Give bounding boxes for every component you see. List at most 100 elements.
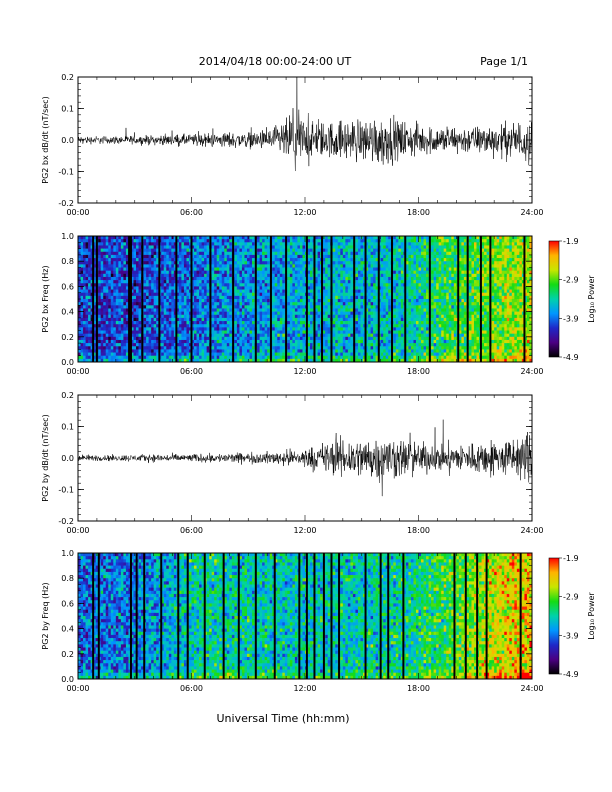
spectrogram-cell bbox=[317, 352, 321, 357]
spectrogram-cell bbox=[340, 308, 344, 312]
spectrogram-cell bbox=[350, 330, 354, 334]
spectrogram-cell bbox=[105, 258, 109, 262]
spectrogram-cell bbox=[161, 292, 165, 297]
spectrogram-cell bbox=[236, 305, 240, 309]
spectrogram-cell bbox=[365, 273, 369, 278]
spectrogram-cell bbox=[249, 251, 253, 256]
spectrogram-cell bbox=[194, 308, 197, 312]
spectrogram-cell bbox=[156, 242, 160, 246]
spectrogram-cell bbox=[151, 289, 155, 294]
spectrogram-cell bbox=[163, 248, 167, 253]
spectrogram-cell bbox=[93, 314, 96, 319]
spectrogram-cell bbox=[365, 305, 369, 309]
spectrogram-cell bbox=[171, 270, 175, 275]
spectrogram-cell bbox=[267, 245, 271, 249]
spectrogram-cell bbox=[136, 292, 139, 297]
spectrogram-cell bbox=[156, 299, 160, 303]
spectrogram-cell bbox=[80, 302, 84, 306]
spectrogram-cell bbox=[297, 283, 301, 287]
spectrogram-cell bbox=[201, 324, 205, 328]
spectrogram-cell bbox=[204, 314, 207, 319]
spectrogram-cell bbox=[380, 324, 384, 328]
spectrogram-cell bbox=[186, 308, 190, 312]
spectrogram-cell bbox=[363, 305, 366, 309]
spectrogram-cell bbox=[201, 308, 205, 312]
spectrogram-cell bbox=[108, 339, 112, 344]
spectrogram-cell bbox=[355, 248, 359, 253]
spectrogram-cell bbox=[246, 245, 250, 249]
spectrogram-cell bbox=[83, 254, 86, 259]
spectrogram-cell bbox=[93, 258, 96, 262]
spectrogram-cell bbox=[267, 302, 271, 306]
spectrogram-cell bbox=[229, 254, 233, 259]
spectrogram-cell bbox=[113, 314, 117, 319]
spectrogram-cell bbox=[347, 286, 351, 290]
spectrogram-cell bbox=[115, 289, 119, 294]
spectrogram-cell bbox=[80, 251, 84, 256]
spectrogram-cell bbox=[302, 242, 306, 246]
spectrogram-cell bbox=[370, 245, 374, 249]
spectrogram-cell bbox=[130, 336, 134, 341]
spectrogram-cell bbox=[211, 254, 215, 259]
spectrogram-cell bbox=[133, 330, 137, 334]
spectrogram-cell bbox=[363, 270, 366, 275]
spectrogram-cell bbox=[373, 358, 376, 363]
spectrogram-cell bbox=[299, 236, 303, 240]
spectrogram-cell bbox=[297, 248, 301, 253]
spectrogram-cell bbox=[252, 333, 255, 338]
spectrogram-cell bbox=[178, 317, 182, 322]
spectrogram-cell bbox=[360, 327, 364, 331]
spectrogram-cell bbox=[229, 308, 233, 312]
spectrogram-cell bbox=[194, 251, 197, 256]
spectrogram-cell bbox=[350, 299, 354, 303]
spectrogram-cell bbox=[365, 349, 369, 353]
spectrogram-cell bbox=[138, 324, 142, 328]
spectrogram-cell bbox=[176, 343, 180, 347]
spectrogram-cell bbox=[370, 251, 374, 256]
spectrogram-cell bbox=[151, 349, 155, 353]
spectrogram-cell bbox=[299, 283, 303, 287]
spectrogram-cell bbox=[279, 327, 283, 331]
spectrogram-cell bbox=[211, 311, 215, 316]
spectrogram-cell bbox=[355, 236, 359, 240]
spectrogram-cell bbox=[297, 358, 301, 363]
spectrogram-cell bbox=[365, 321, 369, 325]
spectrogram-cell bbox=[315, 333, 318, 338]
spectrogram-cell bbox=[337, 292, 341, 297]
spectrogram-cell bbox=[252, 311, 255, 316]
spectrogram-cell bbox=[83, 286, 86, 290]
page-indicator: Page 1/1 bbox=[480, 55, 528, 68]
spectrogram-cell bbox=[315, 317, 318, 322]
spectrogram-cell bbox=[267, 242, 271, 246]
spectrogram-cell bbox=[110, 254, 114, 259]
spectrogram-cell bbox=[125, 317, 129, 322]
spectrogram-cell bbox=[206, 314, 210, 319]
spectrogram-cell bbox=[262, 327, 265, 331]
spectrogram-cell bbox=[363, 283, 366, 287]
spectrogram-cell bbox=[360, 339, 364, 344]
spectrogram-cell bbox=[183, 352, 187, 357]
spectrogram-cell bbox=[337, 242, 341, 246]
spectrogram-cell bbox=[204, 254, 207, 259]
spectrogram-cell bbox=[201, 258, 205, 262]
spectrogram-cell bbox=[186, 273, 190, 278]
spectrogram-cell bbox=[249, 343, 253, 347]
spectrogram-cell bbox=[143, 254, 147, 259]
spectrogram-cell bbox=[360, 302, 364, 306]
spectrogram-cell bbox=[176, 321, 180, 325]
spectrogram-cell bbox=[360, 349, 364, 353]
spectrogram-cell bbox=[161, 273, 165, 278]
spectrogram-cell bbox=[277, 258, 281, 262]
spectrogram-cell bbox=[365, 270, 369, 275]
spectrogram-cell bbox=[153, 245, 157, 249]
spectrogram-cell bbox=[108, 355, 112, 360]
spectrogram-cell bbox=[123, 251, 127, 256]
spectrogram-cell bbox=[83, 251, 86, 256]
spectrogram-cell bbox=[292, 286, 296, 290]
spectrogram-cell bbox=[259, 358, 263, 363]
spectrogram-cell bbox=[186, 276, 190, 281]
spectrogram-cell bbox=[125, 270, 129, 275]
spectrogram-cell bbox=[368, 314, 371, 319]
spectrogram-cell bbox=[138, 358, 142, 363]
spectrogram-cell bbox=[153, 327, 157, 331]
